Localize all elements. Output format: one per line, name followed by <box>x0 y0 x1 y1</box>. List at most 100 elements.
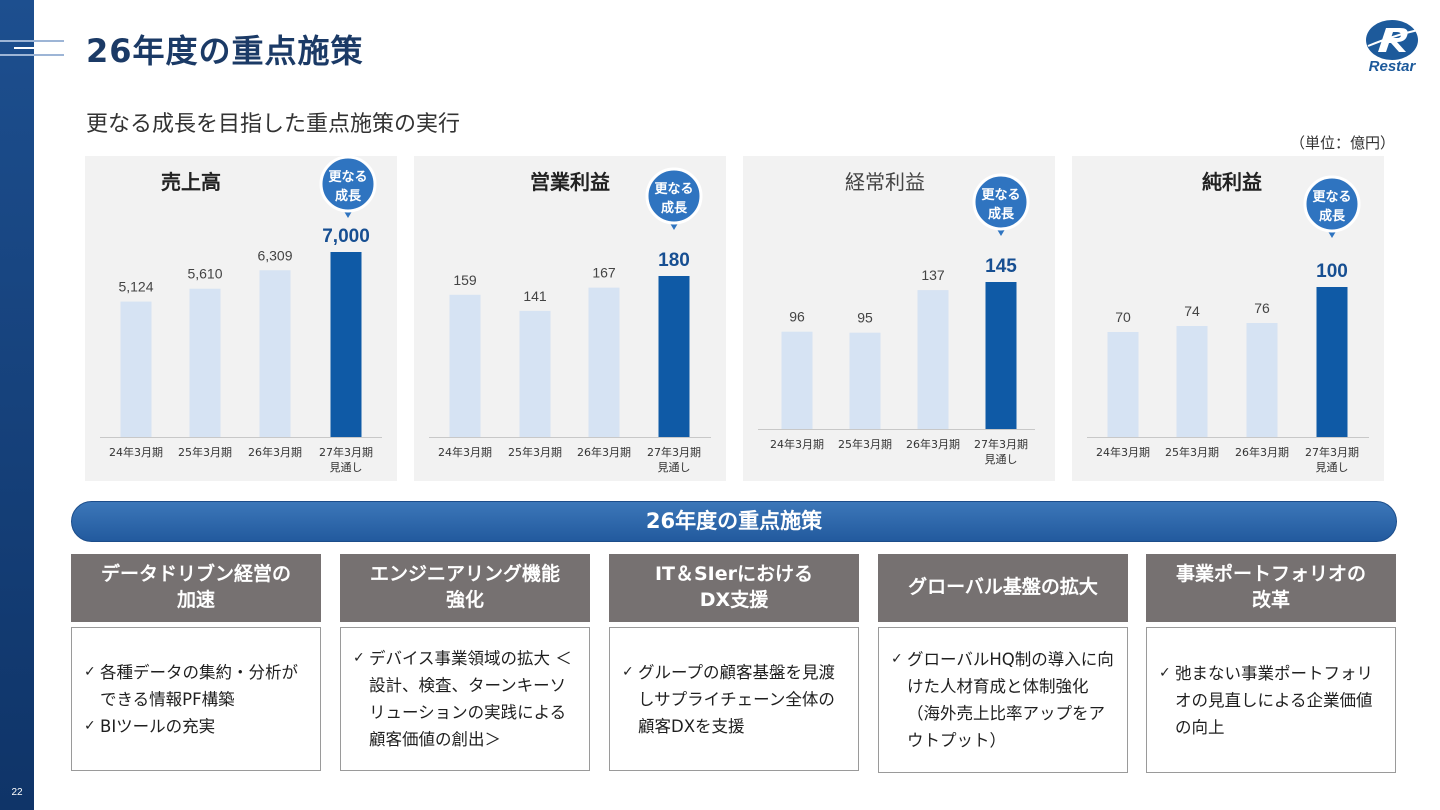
bar <box>658 276 690 437</box>
category-label: 見通し <box>985 453 1018 466</box>
initiative-box: グループの顧客基盤を見渡しサプライチェーン全体の顧客DXを支援 <box>609 627 859 771</box>
page-number: 22 <box>11 787 23 798</box>
badge-text: 成長 <box>988 206 1015 222</box>
unit-label: （単位：億円） <box>1290 134 1396 152</box>
data-label: 137 <box>921 267 945 283</box>
initiative-title: グローバル基盤の拡大 <box>878 554 1128 622</box>
category-label: 27年3月期 <box>647 445 701 459</box>
bar <box>330 252 362 437</box>
initiative-point: 各種データの集約・分析ができる情報PF構築 <box>84 659 310 713</box>
logo-wordmark: Restar <box>1368 58 1416 75</box>
data-label: 159 <box>453 272 477 288</box>
initiative-title: IT＆SIerにおける DX支援 <box>609 554 859 622</box>
category-label: 26年3月期 <box>577 445 631 459</box>
data-label: 5,124 <box>118 279 153 295</box>
badge-text: 成長 <box>335 188 362 204</box>
initiative-title: エンジニアリング機能 強化 <box>340 554 590 622</box>
chart-panel-ordinary-profit: 経常利益 96 24年3月期 95 25年3月期 137 26年3月期 145 27年3月期見… <box>743 156 1055 481</box>
badge-text: 更なる <box>654 182 693 197</box>
page-subtitle: 更なる成長を目指した重点施策の実行 <box>86 112 461 137</box>
category-label: 24年3月期 <box>109 445 163 459</box>
badge-text: 成長 <box>661 200 688 216</box>
data-label: 96 <box>789 309 805 325</box>
bar <box>259 270 291 437</box>
data-label: 76 <box>1254 300 1270 316</box>
data-label: 167 <box>592 265 616 281</box>
initiative-box: 各種データの集約・分析ができる情報PF構築 BIツールの充実 <box>71 627 321 771</box>
data-label: 145 <box>985 256 1017 277</box>
bar <box>588 287 620 437</box>
category-label: 26年3月期 <box>906 437 960 451</box>
data-label: 100 <box>1316 261 1348 282</box>
category-label: 27年3月期 <box>319 445 373 459</box>
chart-panel-net-profit: 純利益 70 24年3月期 74 25年3月期 76 26年3月期 100 27年3月期 見通し… <box>1072 156 1384 481</box>
chart-title: 営業利益 <box>530 170 610 194</box>
chart-title: 売上高 <box>161 170 221 194</box>
chart-title: 純利益 <box>1202 170 1262 194</box>
initiative-box: デバイス事業領域の拡大 ＜設計、検査、ターンキーソリューションの実践による顧客価… <box>340 627 590 771</box>
category-label: 25年3月期 <box>178 445 232 459</box>
badge-text: 更なる <box>1312 190 1351 205</box>
bar <box>1176 326 1208 437</box>
initiative-point: 弛まない事業ポートフォリオの見直しによる企業価値の向上 <box>1159 660 1385 741</box>
category-label: 27年3月期 <box>974 437 1028 451</box>
category-label: 見通し <box>1316 461 1349 474</box>
growth-badge: 更なる成長 <box>1303 175 1361 238</box>
data-label: 141 <box>523 288 547 304</box>
initiative-point: グローバルHQ制の導入に向けた人材育成と体制強化 （海外売上比率アップをアウトプ… <box>891 646 1117 754</box>
bar <box>120 301 152 437</box>
category-label: 24年3月期 <box>1096 445 1150 459</box>
category-label: 見通し <box>658 461 691 474</box>
badge-text: 成長 <box>1319 208 1346 224</box>
badge-circle <box>972 173 1030 231</box>
data-label: 95 <box>857 310 873 326</box>
bar <box>781 331 813 429</box>
category-label: 25年3月期 <box>1165 445 1219 459</box>
data-label: 7,000 <box>322 226 370 247</box>
category-label: 25年3月期 <box>838 437 892 451</box>
category-label: 26年3月期 <box>1235 445 1289 459</box>
chart-svg: 5,124 24年3月期 5,610 25年3月期 6,309 26年3月期 7,000 27… <box>100 156 382 474</box>
badge-circle <box>645 167 703 225</box>
category-label: 27年3月期 <box>1305 445 1359 459</box>
growth-badge: 更なる成長 <box>972 173 1030 236</box>
badge-text: 更なる <box>328 170 367 185</box>
page-title: 26年度の重点施策 <box>86 32 364 70</box>
category-label: 24年3月期 <box>438 445 492 459</box>
bar <box>189 288 221 437</box>
bar <box>1107 332 1139 437</box>
initiatives-banner: 26年度の重点施策 <box>71 501 1397 542</box>
left-accent-bar: 22 <box>0 0 34 810</box>
bar <box>985 282 1017 429</box>
category-label: 24年3月期 <box>770 437 824 451</box>
bar <box>1316 287 1348 437</box>
chart-title: 経常利益 <box>845 170 925 194</box>
chart-panel-sales: 売上高 5,124 24年3月期 5,610 25年3月期 6,309 26年3月期 7,0… <box>85 156 397 481</box>
category-label: 25年3月期 <box>508 445 562 459</box>
data-label: 180 <box>658 250 690 271</box>
badge-text: 更なる <box>981 188 1020 203</box>
bar <box>1246 323 1278 437</box>
bar <box>519 310 551 437</box>
bar <box>849 332 881 429</box>
data-label: 5,610 <box>187 266 222 282</box>
data-label: 74 <box>1184 303 1200 319</box>
initiative-point: BIツールの充実 <box>84 713 310 740</box>
growth-badge: 更なる成長 <box>645 167 703 230</box>
initiative-title: データドリブン経営の 加速 <box>71 554 321 622</box>
badge-circle <box>319 156 377 213</box>
data-label: 70 <box>1115 309 1131 325</box>
badge-circle <box>1303 175 1361 233</box>
title-decoration <box>0 38 64 60</box>
initiative-point: グループの顧客基盤を見渡しサプライチェーン全体の顧客DXを支援 <box>622 659 848 740</box>
category-label: 見通し <box>330 461 363 474</box>
initiative-title: 事業ポートフォリオの 改革 <box>1146 554 1396 622</box>
bar <box>917 290 949 429</box>
restar-logo <box>1366 20 1419 60</box>
initiative-box: グローバルHQ制の導入に向けた人材育成と体制強化 （海外売上比率アップをアウトプ… <box>878 627 1128 773</box>
initiative-point: デバイス事業領域の拡大 ＜設計、検査、ターンキーソリューションの実践による顧客価… <box>353 645 579 753</box>
bar <box>449 294 481 437</box>
